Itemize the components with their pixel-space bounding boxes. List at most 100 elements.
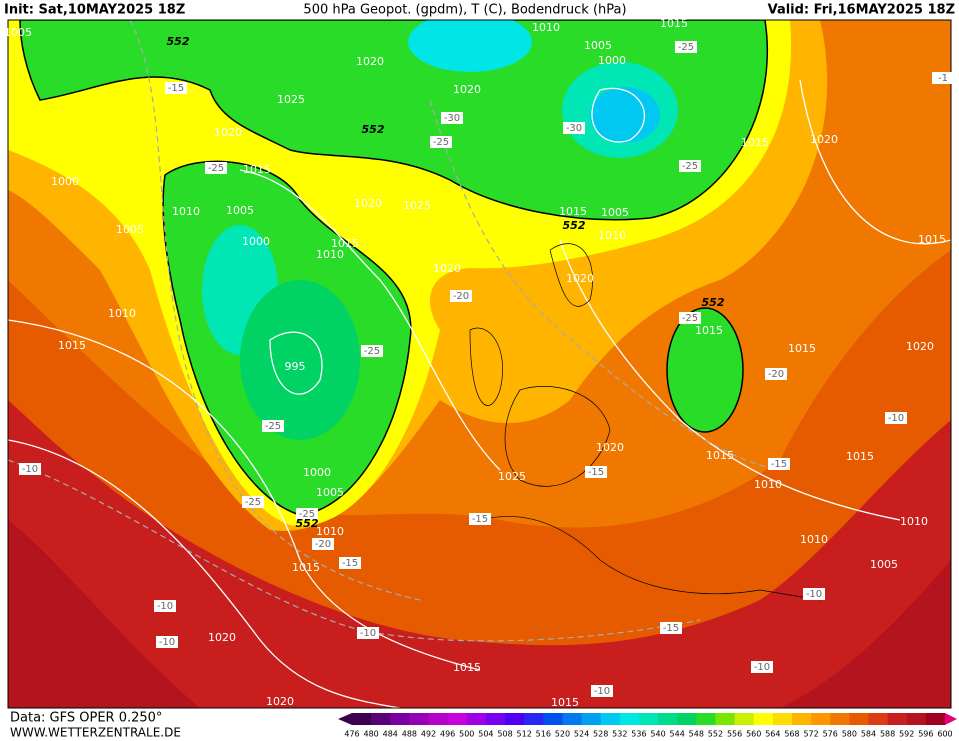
colorbar-swatch — [696, 713, 716, 725]
temperature-label-box — [357, 627, 379, 639]
temperature-label: -20 — [453, 291, 469, 302]
temperature-label: -25 — [682, 161, 698, 172]
colorbar-label: 500 — [459, 730, 474, 739]
isobar-label: 1010 — [900, 515, 928, 528]
isobars — [8, 79, 951, 708]
temperature-label: -15 — [342, 558, 358, 569]
isobar-label: 1025 — [277, 93, 305, 106]
isobar-label: 1005 — [870, 558, 898, 571]
cold-core — [590, 87, 660, 143]
temperature-label-box — [165, 82, 187, 94]
map — [7, 19, 952, 709]
isobar-label: 1015 — [918, 233, 946, 246]
temperature-label-box — [441, 112, 463, 124]
colorbar-swatch — [485, 713, 506, 725]
temperature-label-box — [932, 72, 954, 84]
temperature-label-box — [675, 41, 697, 53]
temperature-label: -20 — [315, 539, 331, 550]
temperature-label-box — [469, 513, 491, 525]
geopotential-label: 552 — [362, 123, 385, 136]
colorbar-swatch — [619, 713, 640, 725]
temperature-label: -10 — [22, 464, 38, 475]
colorbar-label: 572 — [803, 730, 818, 739]
colorbar-swatch — [543, 713, 563, 725]
colorbar-label: 532 — [612, 730, 627, 739]
temperature-label: -20 — [768, 369, 784, 380]
colorbar-label: 488 — [402, 730, 417, 739]
colorbar-label: 524 — [574, 730, 589, 739]
temperature-label: -10 — [159, 637, 175, 648]
colorbar-swatch — [428, 713, 449, 725]
temperature-label-box — [430, 136, 452, 148]
colorbar-label: 516 — [536, 730, 551, 739]
isobar-label: 1005 — [116, 223, 144, 236]
colorbar-label: 512 — [517, 730, 532, 739]
isobar-label: 1020 — [906, 340, 934, 353]
colorbar-label: 600 — [937, 730, 952, 739]
colorbar-swatch — [505, 713, 525, 725]
colorbar-swatch — [753, 713, 774, 725]
website: WWW.WETTERZENTRALE.DE — [10, 726, 181, 740]
colorbar-swatch — [466, 713, 487, 725]
colorbar-label: 560 — [746, 730, 761, 739]
temperature-label: -25 — [678, 42, 694, 53]
temperature-label-box — [885, 412, 907, 424]
isobar-label: 1000 — [242, 235, 270, 248]
temperature-label-box — [312, 538, 334, 550]
isobar-label: 1020 — [266, 695, 294, 708]
colorbar-swatch — [562, 713, 583, 725]
colorbar-label: 588 — [880, 730, 895, 739]
isobar-label: 1010 — [316, 525, 344, 538]
isobar-label: 1020 — [354, 197, 382, 210]
isobar-label: 1010 — [800, 533, 828, 546]
colorbar-label: 584 — [861, 730, 876, 739]
isobar-label: 1015 — [706, 449, 734, 462]
colorbar-swatch — [371, 713, 391, 725]
colorbar-swatch — [390, 713, 410, 725]
temperature-label-box — [803, 588, 825, 600]
colorbar-label: 476 — [344, 730, 359, 739]
temperature-label-box — [242, 496, 264, 508]
isobar-label: 1015 — [551, 696, 579, 709]
isobar-label: 1005 — [584, 39, 612, 52]
temperature-label-box — [262, 420, 284, 432]
temperature-label-box — [751, 661, 773, 673]
isobar-label: 1015 — [243, 163, 271, 176]
isobar-label: 1020 — [810, 133, 838, 146]
temperature-label: -10 — [888, 413, 904, 424]
colorbar-swatch — [925, 713, 946, 725]
valid-time: Valid: Fri,16MAY2025 18Z — [768, 3, 955, 18]
isobar-label: 1020 — [566, 272, 594, 285]
temperature-label-box — [361, 345, 383, 357]
temperature-label-box — [19, 463, 41, 475]
colorbar-swatch — [734, 713, 755, 725]
colorbar-swatch — [677, 713, 697, 725]
colorbar-swatch — [887, 713, 908, 725]
isobar-label: 1020 — [208, 631, 236, 644]
colorbar-label: 528 — [593, 730, 608, 739]
colorbar-label: 540 — [650, 730, 665, 739]
isobar-label: 1015 — [741, 136, 769, 149]
trough-area — [19, 20, 769, 221]
temperature-label: -15 — [472, 514, 488, 525]
isobar-label: 1010 — [598, 229, 626, 242]
colorbar-label: 580 — [842, 730, 857, 739]
colorbar-swatch — [409, 713, 430, 725]
cold-core — [408, 20, 532, 72]
temperature-label-box — [339, 557, 361, 569]
colorbar-swatch — [830, 713, 850, 725]
colorbar-label: 480 — [363, 730, 378, 739]
isobar-label: 1005 — [601, 206, 629, 219]
colorbar-label: 592 — [899, 730, 914, 739]
isobar-label: 1010 — [532, 21, 560, 34]
temperature-label-box — [765, 368, 787, 380]
colorbar-swatch — [352, 713, 372, 725]
colorbar-label: 484 — [383, 730, 398, 739]
isobar-label: 1025 — [498, 470, 526, 483]
temperature-label: -15 — [168, 83, 184, 94]
colorbar-swatch — [791, 713, 812, 725]
temperature-label: -25 — [299, 509, 315, 520]
colorbar-label: 548 — [689, 730, 704, 739]
colorbar-label: 596 — [918, 730, 933, 739]
colorbar-swatch — [849, 713, 869, 725]
